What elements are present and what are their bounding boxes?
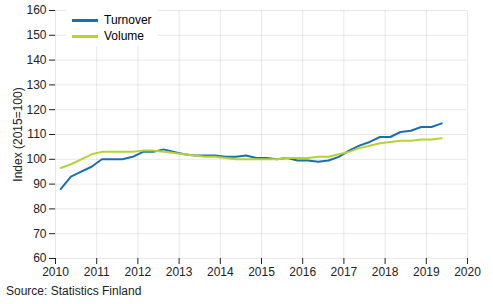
svg-text:2012: 2012 bbox=[125, 265, 152, 279]
svg-text:150: 150 bbox=[26, 28, 46, 42]
svg-text:2010: 2010 bbox=[42, 265, 69, 279]
svg-text:2019: 2019 bbox=[413, 265, 440, 279]
svg-text:90: 90 bbox=[33, 177, 47, 191]
svg-text:140: 140 bbox=[26, 53, 46, 67]
svg-text:160: 160 bbox=[26, 3, 46, 17]
svg-text:100: 100 bbox=[26, 152, 46, 166]
svg-text:110: 110 bbox=[27, 127, 46, 141]
svg-text:2013: 2013 bbox=[166, 265, 193, 279]
svg-text:130: 130 bbox=[26, 78, 46, 92]
html-text:Source: Statistics Finland: Source: Statistics Finland bbox=[6, 284, 142, 298]
svg-text:60: 60 bbox=[33, 251, 47, 265]
svg-text:70: 70 bbox=[33, 227, 47, 241]
svg-text:Index (2015=100): Index (2015=100) bbox=[11, 87, 25, 181]
svg-text:2018: 2018 bbox=[372, 265, 399, 279]
svg-text:80: 80 bbox=[33, 202, 47, 216]
svg-text:2020: 2020 bbox=[454, 265, 481, 279]
svg-text:2015: 2015 bbox=[248, 265, 275, 279]
svg-text:120: 120 bbox=[26, 103, 46, 117]
svg-text:2014: 2014 bbox=[207, 265, 234, 279]
html-text:Volume: Volume bbox=[104, 29, 144, 43]
svg-text:2017: 2017 bbox=[331, 265, 358, 279]
svg-text:2011: 2011 bbox=[84, 265, 110, 279]
svg-text:2016: 2016 bbox=[289, 265, 316, 279]
html-text:Turnover: Turnover bbox=[104, 13, 152, 27]
